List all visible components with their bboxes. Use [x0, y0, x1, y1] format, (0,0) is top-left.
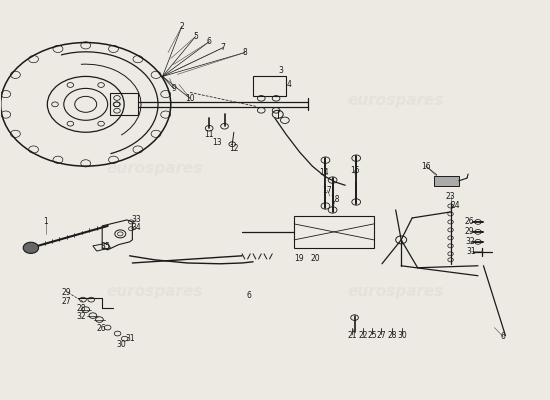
- Text: 23: 23: [446, 192, 455, 200]
- Text: 12: 12: [229, 144, 239, 153]
- Text: 21: 21: [347, 331, 356, 340]
- Text: eurospares: eurospares: [348, 93, 444, 108]
- Text: 24: 24: [450, 202, 460, 210]
- Text: 32: 32: [76, 312, 86, 321]
- Text: 3: 3: [278, 66, 283, 75]
- Text: 31: 31: [126, 334, 135, 343]
- Text: 9: 9: [171, 84, 176, 93]
- Text: 5: 5: [193, 32, 198, 41]
- Text: 15: 15: [350, 166, 359, 175]
- Text: 19: 19: [294, 254, 304, 264]
- Text: eurospares: eurospares: [106, 284, 202, 299]
- Text: 14: 14: [320, 168, 329, 176]
- Text: 29: 29: [62, 288, 72, 297]
- Text: 17: 17: [322, 186, 332, 194]
- Text: 26: 26: [465, 218, 475, 226]
- Bar: [111, 93, 138, 116]
- Text: 20: 20: [310, 254, 320, 264]
- Bar: [434, 176, 459, 186]
- Text: 30: 30: [117, 340, 126, 349]
- Text: 4: 4: [287, 80, 291, 89]
- Text: eurospares: eurospares: [106, 161, 202, 176]
- Text: 27: 27: [377, 331, 386, 340]
- Text: 13: 13: [213, 138, 222, 147]
- Text: 22: 22: [358, 331, 367, 340]
- Text: 7: 7: [221, 43, 225, 52]
- Text: 35: 35: [100, 242, 110, 251]
- Text: 29: 29: [465, 227, 475, 236]
- Text: 27: 27: [62, 297, 72, 306]
- Text: eurospares: eurospares: [348, 284, 444, 299]
- Bar: [253, 76, 286, 96]
- Text: 1: 1: [43, 218, 48, 226]
- Text: 34: 34: [131, 224, 141, 232]
- Text: 10: 10: [185, 94, 195, 103]
- Text: 6: 6: [207, 37, 212, 46]
- Text: 11: 11: [205, 130, 214, 139]
- Text: 25: 25: [367, 331, 377, 340]
- Text: 31: 31: [466, 246, 476, 256]
- Text: 26: 26: [96, 324, 106, 333]
- Circle shape: [23, 242, 38, 254]
- Text: 32: 32: [465, 237, 475, 246]
- Text: 6: 6: [501, 332, 505, 341]
- Text: 16: 16: [421, 162, 431, 171]
- Text: 2: 2: [179, 22, 184, 31]
- Text: 6: 6: [247, 291, 252, 300]
- Text: 18: 18: [331, 196, 340, 204]
- Text: 28: 28: [388, 331, 397, 340]
- Text: 30: 30: [398, 331, 407, 340]
- Text: 8: 8: [243, 48, 247, 57]
- Text: 28: 28: [76, 304, 86, 313]
- Text: 33: 33: [131, 216, 141, 224]
